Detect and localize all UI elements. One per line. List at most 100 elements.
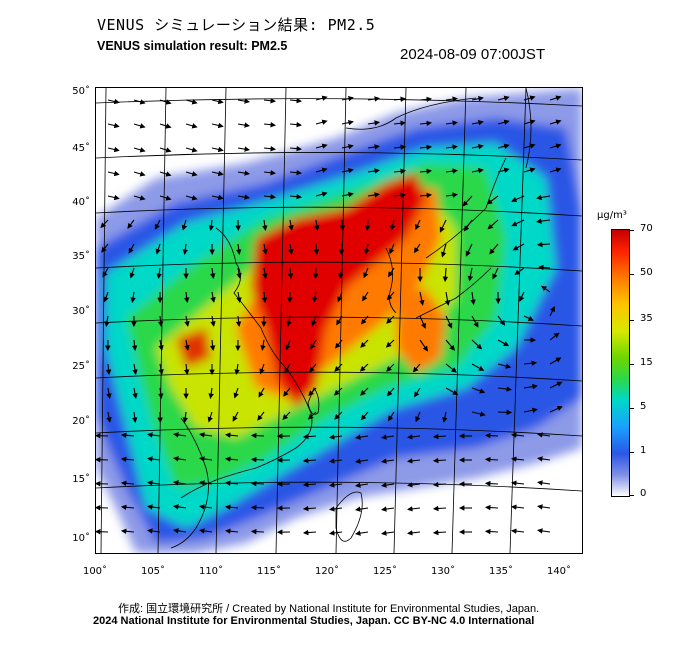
wind-arrow — [367, 168, 380, 174]
wind-arrow — [519, 291, 525, 302]
wind-arrow — [364, 219, 371, 232]
colorbar-tick — [630, 408, 634, 409]
wind-arrow — [157, 315, 164, 327]
lat-label: 50˚ — [72, 86, 90, 97]
wind-arrow — [107, 98, 120, 105]
wind-arrow — [106, 387, 112, 399]
wind-arrow — [185, 147, 198, 153]
wind-arrow — [211, 170, 224, 177]
wind-arrow — [147, 504, 161, 510]
lat-label: 30˚ — [72, 306, 90, 317]
wind-arrow — [288, 243, 294, 255]
pm25-map[interactable] — [95, 87, 583, 554]
wind-arrow — [471, 363, 485, 371]
wind-arrow — [159, 99, 172, 105]
wind-arrow — [337, 291, 343, 303]
lon-label: 105˚ — [140, 566, 166, 577]
wind-arrow — [329, 434, 343, 440]
wind-arrow — [250, 528, 265, 535]
wind-arrow — [338, 243, 345, 256]
wind-arrow — [537, 432, 551, 438]
wind-arrow — [182, 243, 188, 255]
lon-label: 135˚ — [488, 566, 514, 577]
wind-arrow — [338, 267, 344, 279]
wind-arrow — [263, 193, 276, 200]
wind-arrow — [549, 357, 562, 365]
wind-arrow — [132, 363, 138, 375]
wind-arrow — [511, 528, 525, 534]
wind-arrow — [549, 405, 563, 413]
wind-arrow — [419, 120, 432, 127]
wind-arrow — [393, 144, 406, 151]
wind-arrow — [549, 381, 563, 389]
wind-arrow — [360, 339, 369, 348]
colorbar-label: 35 — [640, 313, 653, 324]
wind-arrow — [465, 243, 473, 257]
forecast-timestamp: 2024-08-09 07:00JST — [400, 46, 546, 63]
wind-arrow — [523, 383, 538, 390]
wind-arrow — [262, 219, 268, 231]
wind-arrow — [159, 195, 172, 201]
wind-arrow — [307, 411, 317, 420]
wind-arrow — [133, 171, 146, 177]
wind-arrow — [470, 291, 476, 306]
colorbar-tick — [630, 452, 634, 453]
wind-arrow — [445, 192, 458, 198]
lon-label: 110˚ — [198, 566, 224, 577]
wind-arrow — [173, 432, 187, 438]
wind-arrow — [211, 122, 224, 129]
wind-arrow — [442, 267, 449, 283]
wind-arrow — [210, 315, 216, 327]
wind-arrow — [154, 219, 161, 230]
wind-arrow — [199, 528, 213, 534]
wind-arrow — [549, 306, 555, 317]
colorbar-label: 1 — [640, 445, 647, 456]
wind-arrow — [445, 315, 453, 329]
wind-arrow — [250, 504, 265, 511]
wind-arrow — [523, 315, 534, 321]
coast-korea — [385, 247, 397, 314]
wind-arrow — [312, 291, 318, 303]
wind-arrow — [497, 409, 513, 416]
wind-arrow — [386, 315, 395, 324]
wind-arrow — [511, 219, 525, 227]
wind-arrow — [419, 96, 432, 103]
wind-arrow — [537, 456, 551, 462]
wind-arrow — [211, 98, 224, 105]
wind-arrow — [120, 504, 135, 511]
wind-arrow — [385, 339, 395, 348]
lat-label: 35˚ — [72, 251, 90, 262]
coast-taiwan — [307, 387, 320, 415]
wind-arrow — [523, 167, 536, 173]
wind-arrow — [158, 387, 164, 399]
wind-arrow — [497, 95, 510, 101]
wind-arrow — [549, 167, 562, 173]
wind-arrow — [393, 192, 406, 199]
wind-arrow — [335, 339, 343, 349]
wind-arrow — [511, 504, 525, 510]
wind-arrow — [432, 433, 447, 440]
wind-arrow — [104, 315, 110, 327]
wind-arrow — [360, 315, 369, 325]
wind-arrow — [445, 387, 459, 395]
wind-arrow — [362, 291, 369, 302]
wind-arrow — [445, 339, 456, 351]
wind-arrow — [381, 434, 395, 440]
wind-arrow — [439, 219, 447, 233]
wind-arrow — [511, 432, 525, 438]
wind-arrow — [355, 458, 369, 464]
wind-arrow — [250, 432, 265, 439]
wind-arrow — [432, 481, 447, 488]
wind-arrow — [419, 144, 432, 151]
colorbar-label: 50 — [640, 267, 653, 278]
wind-arrow — [497, 315, 506, 326]
wind-arrow — [184, 315, 190, 327]
wind-arrow — [263, 145, 276, 152]
wind-arrow — [260, 339, 266, 351]
wind-arrow — [235, 315, 242, 327]
wind-arrow — [313, 243, 320, 256]
wind-arrow — [237, 194, 250, 200]
wind-arrow — [497, 167, 510, 173]
wind-arrow — [120, 432, 135, 439]
wind-arrow — [462, 195, 473, 207]
